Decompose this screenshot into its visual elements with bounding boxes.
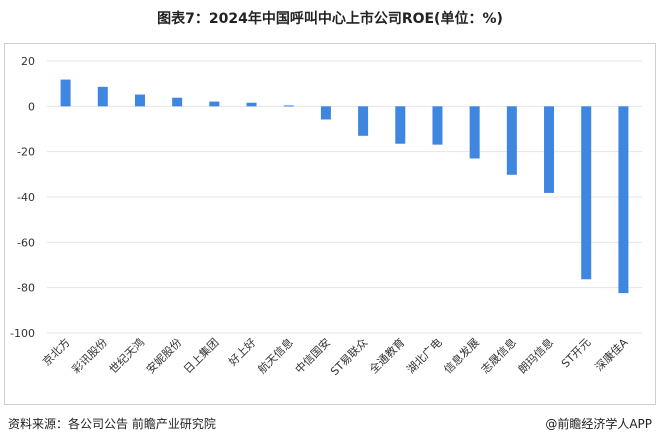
bar	[134, 94, 145, 107]
x-tick-label: 彩讯股份	[70, 336, 110, 376]
y-tick-label: -100	[10, 327, 35, 340]
y-tick-label: -80	[17, 282, 35, 295]
bar	[544, 106, 555, 193]
x-tick-label: ST易联众	[328, 336, 370, 378]
x-tick-label: 志晟信息	[478, 335, 519, 376]
x-tick-label: 深康佳A	[592, 335, 631, 374]
y-tick-label: -60	[17, 236, 35, 249]
y-tick-label: 0	[28, 100, 35, 113]
chart-title: 图表7：2024年中国呼叫中心上市公司ROE(单位：%)	[157, 11, 503, 27]
x-tick-label: 京北方	[39, 335, 72, 368]
bar	[358, 106, 369, 136]
x-tick-label: ST开元	[559, 336, 593, 370]
brand-credit: @前瞻经济学人APP	[545, 417, 652, 431]
source-note: 资料来源：各公司公告 前瞻产业研究院	[8, 417, 216, 431]
plot-frame	[4, 43, 656, 405]
bar	[581, 106, 592, 280]
bar	[246, 102, 257, 107]
x-tick-label: 好上好	[225, 335, 258, 368]
bar	[60, 79, 71, 107]
bar	[432, 106, 443, 145]
x-tick-label: 全通教育	[366, 335, 407, 376]
bar	[97, 86, 108, 107]
y-tick-label: -20	[17, 146, 35, 159]
x-tick-label: 日上集团	[180, 335, 221, 376]
bar	[320, 106, 331, 120]
bar	[506, 106, 517, 175]
bar	[172, 97, 183, 107]
bar	[469, 106, 480, 159]
bar	[283, 105, 294, 107]
y-tick-label: 20	[21, 55, 35, 68]
x-tick-label: 世纪天鸿	[106, 335, 147, 376]
bar	[395, 106, 406, 144]
x-tick-label: 航天信息	[255, 335, 296, 376]
x-tick-label: 安妮股份	[143, 335, 184, 376]
bar	[618, 106, 629, 294]
x-tick-label: 中信国安	[292, 335, 333, 376]
x-tick-label: 湖北广电	[404, 336, 444, 376]
x-tick-label: 朗玛信息	[515, 335, 556, 376]
x-tick-label: 信息发展	[441, 335, 482, 376]
y-tick-label: -40	[17, 191, 35, 204]
bar	[209, 101, 220, 107]
